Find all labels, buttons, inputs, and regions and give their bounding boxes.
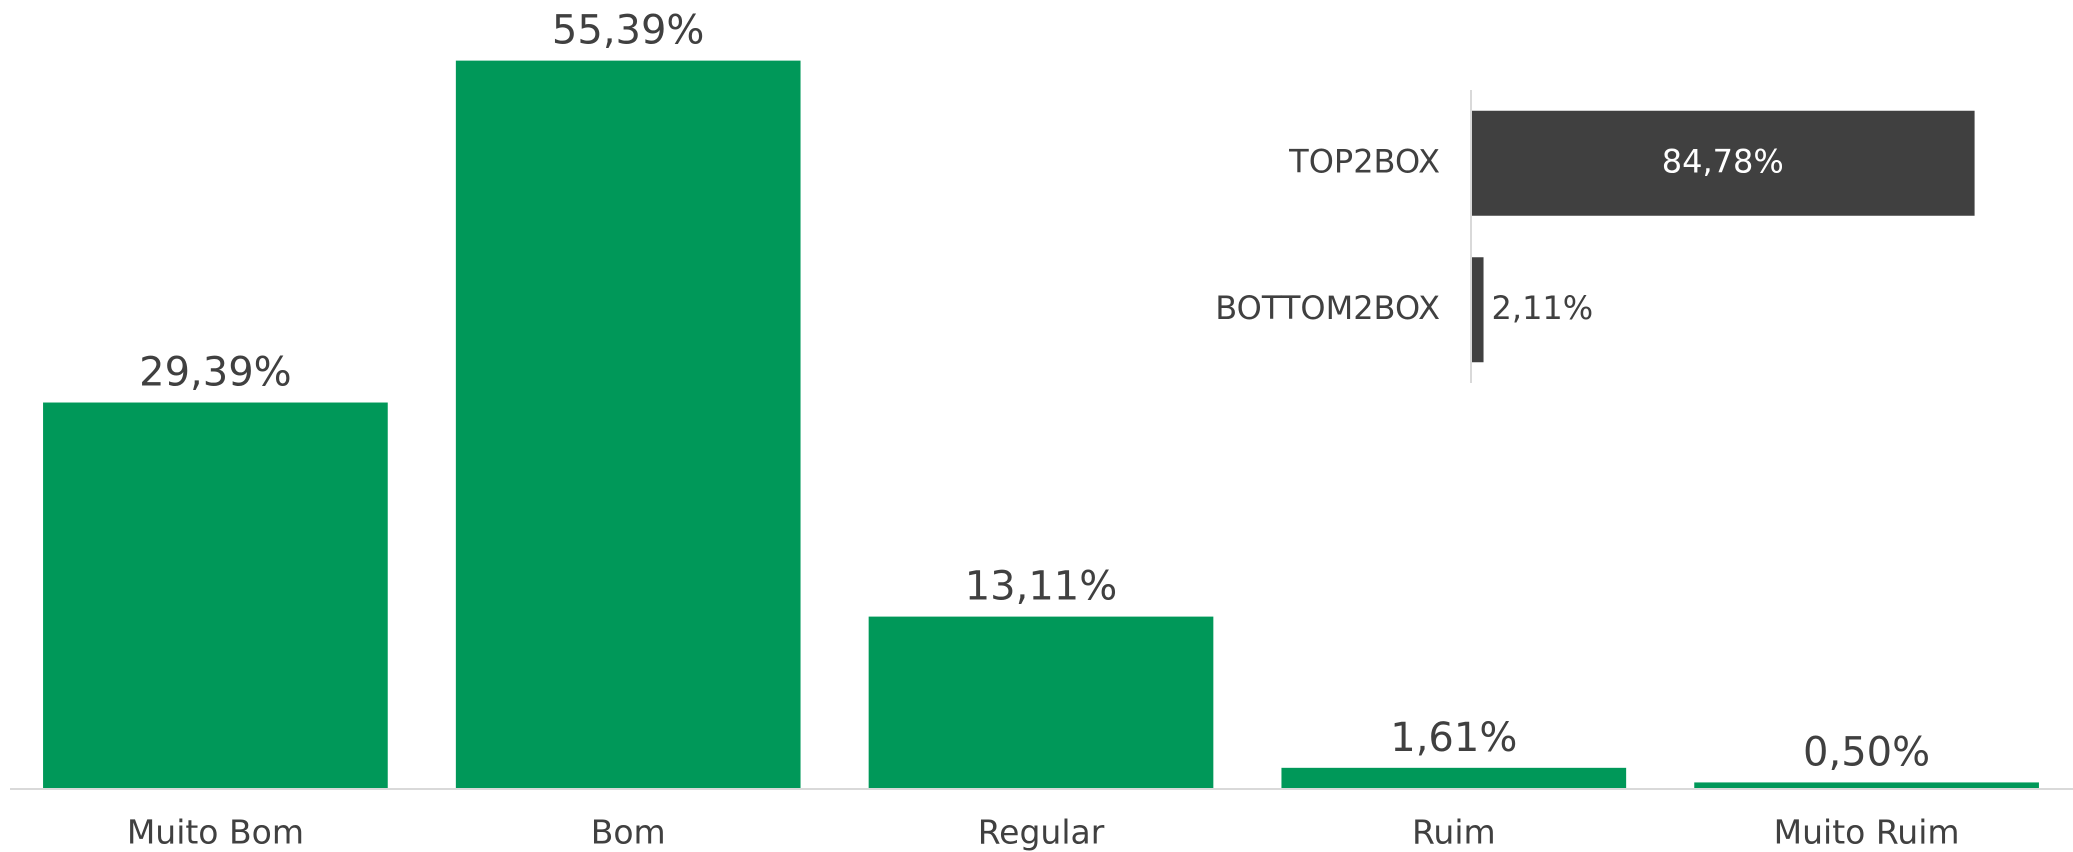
bar — [455, 60, 801, 789]
data-label: 1,61% — [1390, 715, 1517, 761]
data-label: 55,39% — [552, 8, 705, 54]
x-tick-label: Muito Ruim — [1774, 813, 1960, 852]
data-label: 2,11% — [1492, 289, 1594, 327]
data-label: 13,11% — [965, 564, 1118, 610]
bar — [868, 616, 1214, 789]
y-tick-label: TOP2BOX — [1288, 142, 1440, 180]
bar — [1471, 257, 1484, 363]
x-tick-label: Ruim — [1412, 813, 1496, 852]
data-label: 29,39% — [139, 350, 292, 396]
x-tick-label: Regular — [978, 813, 1105, 852]
y-tick-label: BOTTOM2BOX — [1215, 289, 1440, 327]
bar — [43, 402, 388, 789]
bar — [1471, 110, 1975, 216]
bar — [1694, 782, 2039, 789]
x-tick-label: Bom — [591, 813, 666, 852]
bar — [1281, 767, 1627, 789]
data-label: 0,50% — [1803, 729, 1930, 775]
data-label: 84,78% — [1662, 142, 1784, 180]
x-tick-label: Muito Bom — [127, 813, 304, 852]
